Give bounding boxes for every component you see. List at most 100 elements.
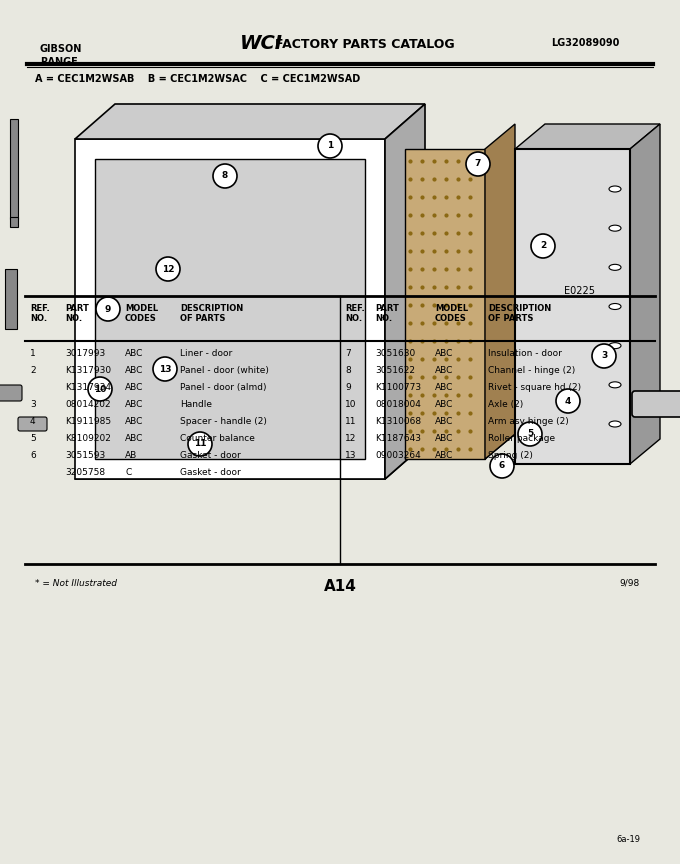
- Circle shape: [318, 134, 342, 158]
- Text: ABC: ABC: [435, 349, 454, 358]
- FancyBboxPatch shape: [632, 391, 680, 417]
- Text: 08018004: 08018004: [375, 400, 421, 409]
- Text: 3051622: 3051622: [375, 366, 415, 375]
- Text: K8109202: K8109202: [65, 434, 111, 443]
- Text: A = CEC1M2WSAB    B = CEC1M2WSAC    C = CEC1M2WSAD: A = CEC1M2WSAB B = CEC1M2WSAC C = CEC1M2…: [35, 74, 360, 84]
- Polygon shape: [95, 159, 365, 459]
- Text: GIBSON
RANGE: GIBSON RANGE: [40, 44, 82, 67]
- Polygon shape: [385, 104, 425, 479]
- Text: 9: 9: [345, 383, 351, 392]
- Text: Rivet - square hd (2): Rivet - square hd (2): [488, 383, 581, 392]
- Ellipse shape: [609, 186, 621, 192]
- Text: WCI: WCI: [240, 34, 283, 53]
- Text: Gasket - door: Gasket - door: [180, 468, 241, 477]
- Polygon shape: [515, 124, 660, 149]
- Text: PART
NO.: PART NO.: [375, 304, 399, 323]
- Text: ABC: ABC: [125, 366, 143, 375]
- Text: E0225: E0225: [564, 286, 595, 296]
- Text: REF.
NO.: REF. NO.: [30, 304, 50, 323]
- Text: 11: 11: [345, 417, 356, 426]
- Polygon shape: [405, 434, 515, 459]
- Text: 3051630: 3051630: [375, 349, 415, 358]
- Ellipse shape: [609, 264, 621, 270]
- Text: Arm asy hinge (2): Arm asy hinge (2): [488, 417, 568, 426]
- Text: MODEL
CODES: MODEL CODES: [125, 304, 158, 323]
- Text: Panel - door (almd): Panel - door (almd): [180, 383, 267, 392]
- Text: Spacer - handle (2): Spacer - handle (2): [180, 417, 267, 426]
- Text: 3: 3: [601, 352, 607, 360]
- Text: Insulation - door: Insulation - door: [488, 349, 562, 358]
- Text: 4: 4: [30, 417, 35, 426]
- Text: C: C: [125, 468, 131, 477]
- Circle shape: [490, 454, 514, 478]
- Text: 13: 13: [158, 365, 171, 373]
- Polygon shape: [75, 139, 385, 479]
- Text: 09003264: 09003264: [375, 451, 421, 460]
- Text: PART
NO.: PART NO.: [65, 304, 89, 323]
- Text: MODEL
CODES: MODEL CODES: [435, 304, 468, 323]
- Text: A14: A14: [324, 579, 356, 594]
- Polygon shape: [75, 444, 425, 479]
- Text: 8: 8: [345, 366, 351, 375]
- Polygon shape: [405, 149, 485, 459]
- Text: 10: 10: [94, 384, 106, 393]
- Text: Channel - hinge (2): Channel - hinge (2): [488, 366, 575, 375]
- Text: 6: 6: [30, 451, 36, 460]
- Circle shape: [88, 377, 112, 401]
- Text: ABC: ABC: [435, 366, 454, 375]
- Text: 4: 4: [565, 397, 571, 405]
- Text: 3051593: 3051593: [65, 451, 105, 460]
- Text: ABC: ABC: [125, 383, 143, 392]
- Text: * = Not Illustrated: * = Not Illustrated: [35, 579, 117, 588]
- Ellipse shape: [609, 421, 621, 427]
- Circle shape: [96, 297, 120, 321]
- Text: K1911985: K1911985: [65, 417, 111, 426]
- Text: 7: 7: [475, 160, 481, 168]
- Text: 12: 12: [162, 264, 174, 274]
- Text: AB: AB: [125, 451, 137, 460]
- Text: Spring (2): Spring (2): [488, 451, 533, 460]
- Polygon shape: [630, 124, 660, 464]
- Text: K1187643: K1187643: [375, 434, 421, 443]
- Text: 8: 8: [222, 171, 228, 181]
- Text: 08014202: 08014202: [65, 400, 111, 409]
- Text: FACTORY PARTS CATALOG: FACTORY PARTS CATALOG: [275, 38, 455, 51]
- Text: Handle: Handle: [180, 400, 212, 409]
- Text: 5: 5: [30, 434, 36, 443]
- Circle shape: [518, 422, 542, 446]
- Ellipse shape: [609, 226, 621, 232]
- Text: 6a-19: 6a-19: [616, 835, 640, 844]
- Text: Liner - door: Liner - door: [180, 349, 233, 358]
- Text: ABC: ABC: [435, 417, 454, 426]
- Text: ABC: ABC: [435, 400, 454, 409]
- Text: 3205758: 3205758: [65, 468, 105, 477]
- Circle shape: [213, 164, 237, 188]
- Bar: [10, 119, 18, 219]
- Polygon shape: [515, 149, 630, 464]
- Text: Panel - door (white): Panel - door (white): [180, 366, 269, 375]
- Text: ABC: ABC: [125, 417, 143, 426]
- Text: 1: 1: [30, 349, 36, 358]
- Text: Axle (2): Axle (2): [488, 400, 523, 409]
- Text: REF.
NO.: REF. NO.: [345, 304, 364, 323]
- Circle shape: [153, 357, 177, 381]
- FancyBboxPatch shape: [30, 94, 650, 564]
- Ellipse shape: [609, 303, 621, 309]
- Circle shape: [556, 389, 580, 413]
- Text: ABC: ABC: [125, 434, 143, 443]
- Ellipse shape: [609, 343, 621, 349]
- Text: Roller package: Roller package: [488, 434, 555, 443]
- Text: ABC: ABC: [435, 451, 454, 460]
- Text: 1: 1: [327, 142, 333, 150]
- Ellipse shape: [609, 382, 621, 388]
- Polygon shape: [485, 124, 515, 459]
- Text: 2: 2: [540, 242, 546, 251]
- Text: Gasket - door: Gasket - door: [180, 451, 241, 460]
- Circle shape: [592, 344, 616, 368]
- Text: ABC: ABC: [125, 400, 143, 409]
- Text: 9/98: 9/98: [619, 579, 640, 588]
- Text: DESCRIPTION
OF PARTS: DESCRIPTION OF PARTS: [180, 304, 243, 323]
- Text: K1317930: K1317930: [65, 366, 111, 375]
- Text: ABC: ABC: [125, 349, 143, 358]
- Text: K1100773: K1100773: [375, 383, 421, 392]
